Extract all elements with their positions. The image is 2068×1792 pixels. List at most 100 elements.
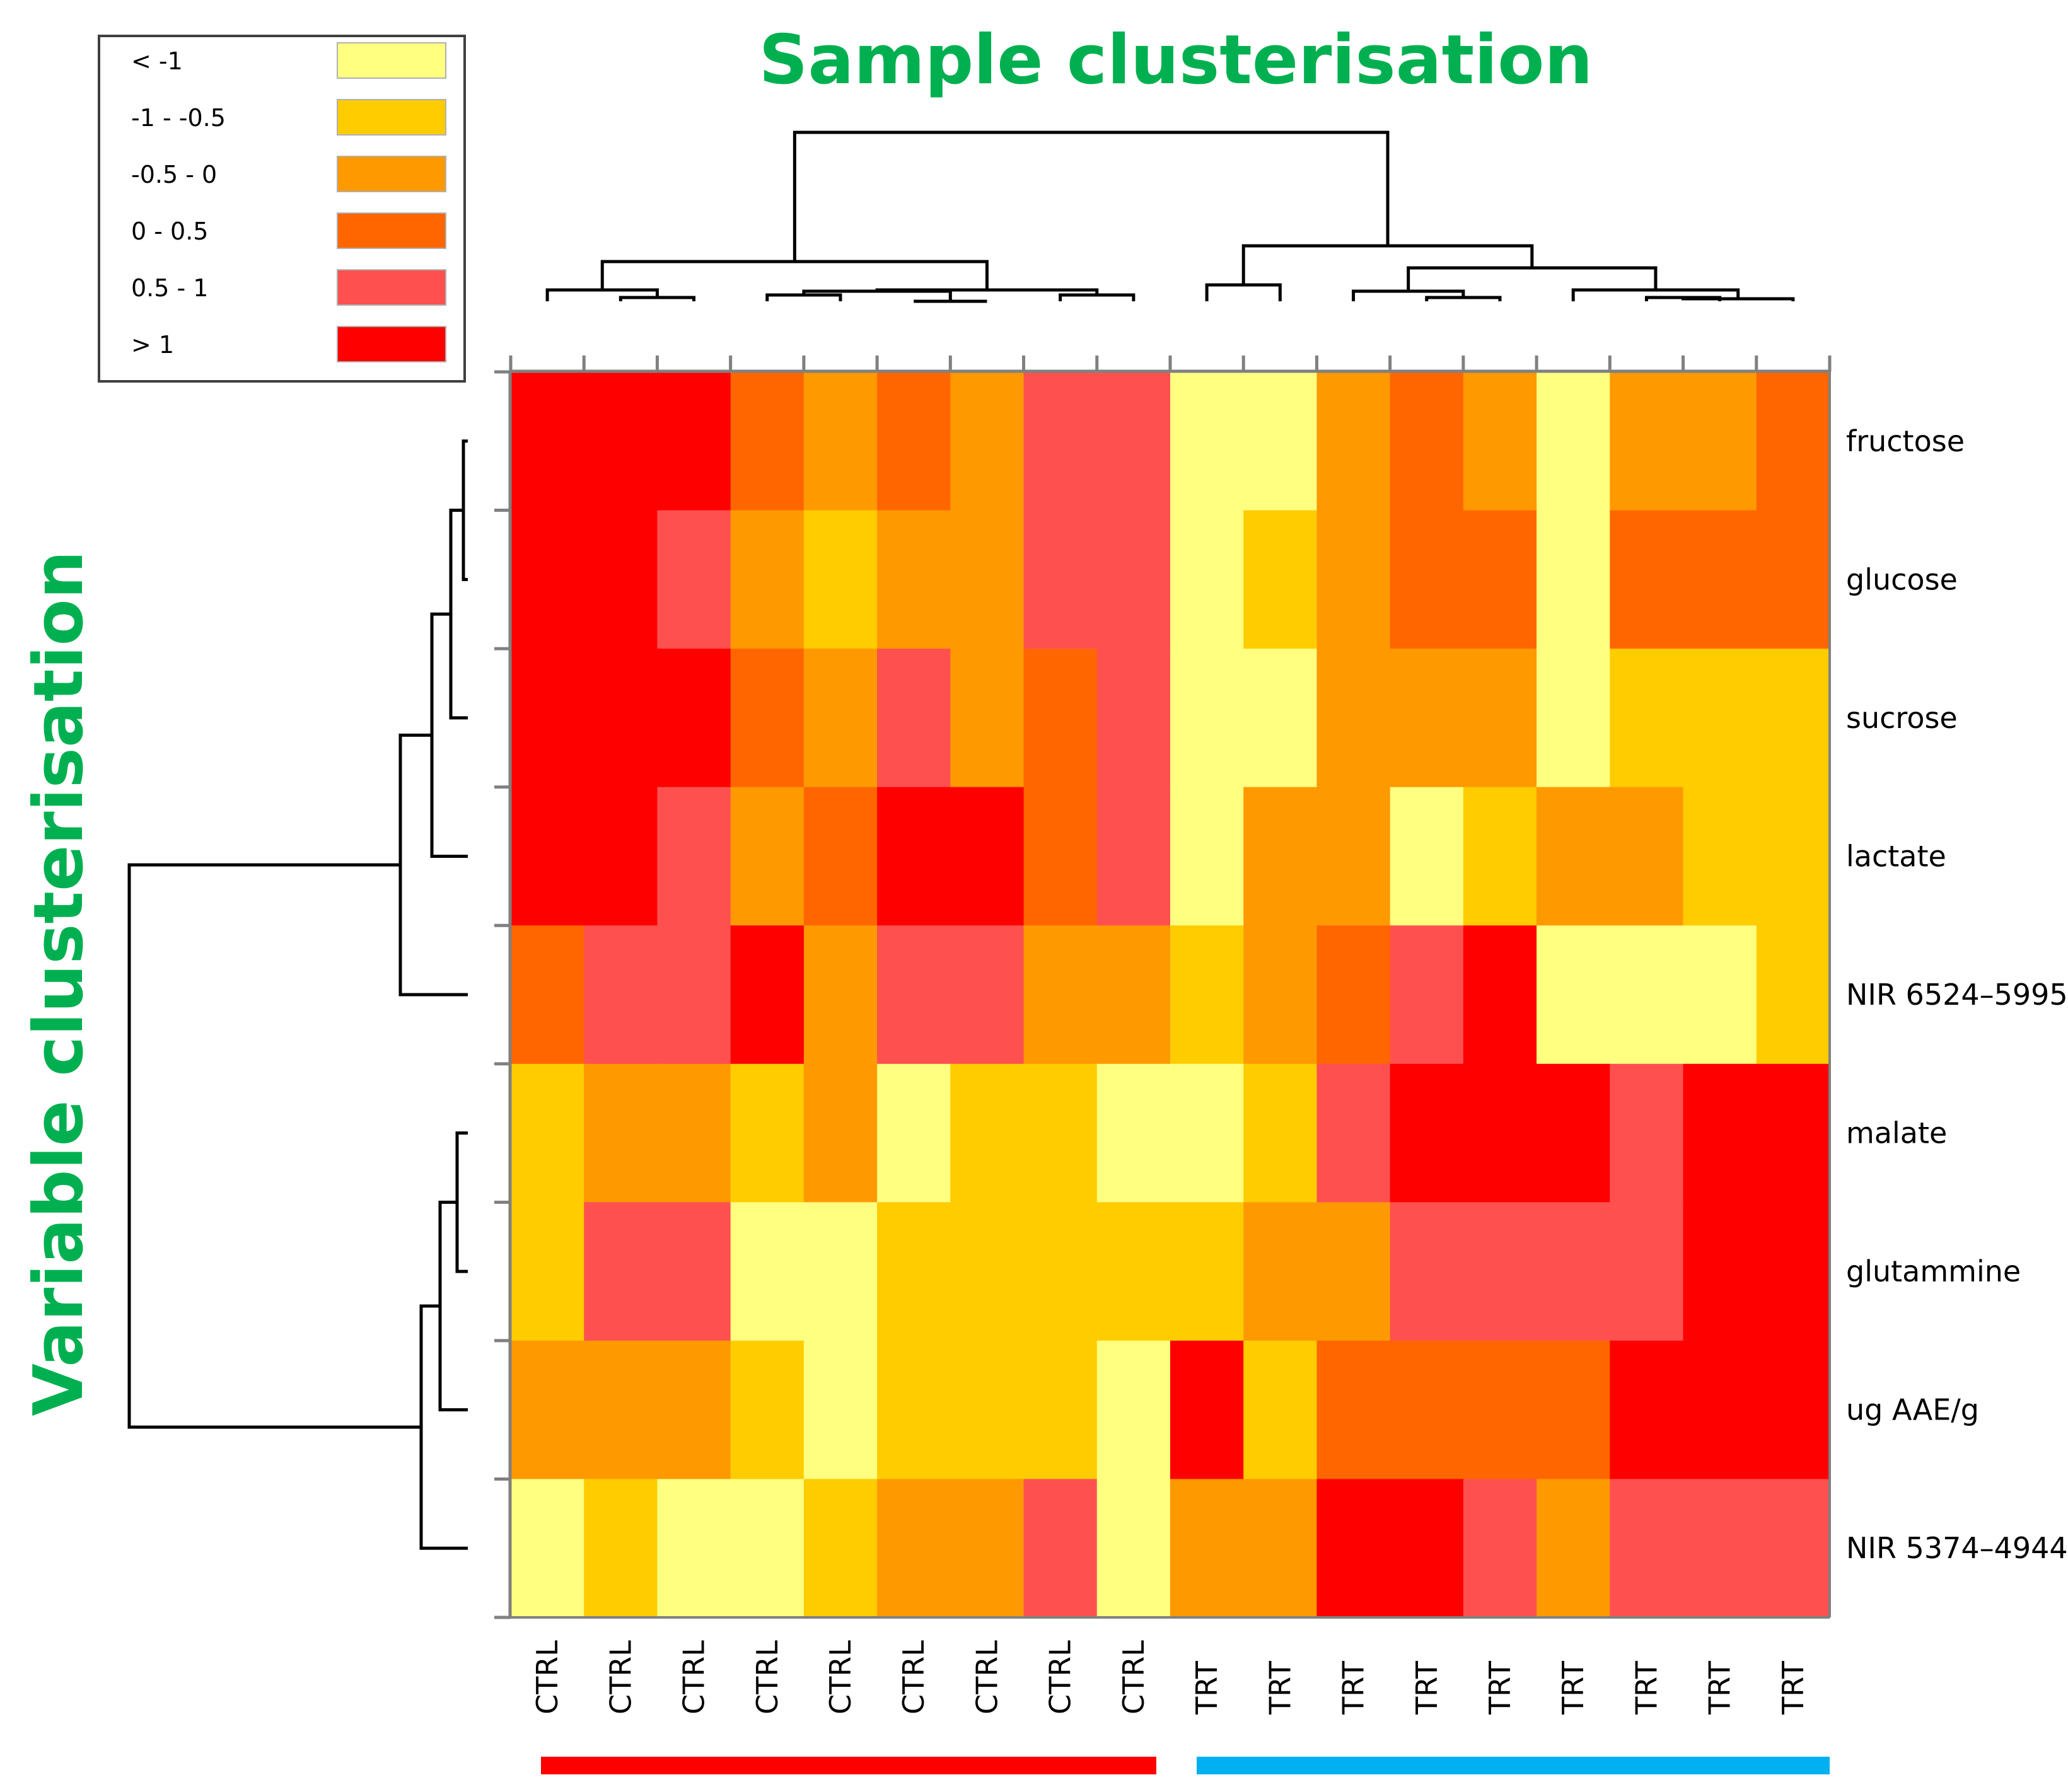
- heatmap-cell: [730, 787, 805, 926]
- heatmap-cell: [1683, 1063, 1757, 1203]
- column-label: TRT: [1337, 1660, 1371, 1715]
- heatmap-cell: [1023, 1340, 1098, 1480]
- heatmap-cell: [877, 925, 951, 1065]
- column-label: TRT: [1190, 1660, 1224, 1715]
- heatmap-cell: [1096, 372, 1171, 511]
- row-label: sucrose: [1846, 701, 1958, 735]
- heatmap-cell: [1316, 1063, 1391, 1203]
- heatmap-cell: [950, 925, 1025, 1065]
- heatmap-cell: [511, 787, 584, 926]
- heatmap-cell: [511, 925, 584, 1065]
- row-label: NIR 5374–4944: [1846, 1531, 2068, 1565]
- heatmap-cell: [1096, 1063, 1171, 1203]
- heatmap-cell: [1390, 649, 1464, 788]
- heatmap-cell: [584, 1340, 658, 1480]
- heatmap-cell: [657, 372, 731, 511]
- heatmap-cell: [1756, 1063, 1830, 1203]
- heatmap-cell: [657, 510, 731, 649]
- group-bars: [541, 1757, 1830, 1774]
- column-label: TRT: [1556, 1660, 1590, 1715]
- group-bar-ctrl: [541, 1757, 1156, 1774]
- heatmap-cell: [1243, 372, 1318, 511]
- heatmap-cell: [1390, 1063, 1464, 1203]
- heatmap-cell: [803, 649, 878, 788]
- heatmap-cell: [877, 1340, 951, 1480]
- row-label: ug AAE/g: [1846, 1393, 1979, 1427]
- heatmap-cell: [950, 787, 1025, 926]
- legend-swatch: [337, 156, 446, 192]
- heatmap-cell: [1390, 1340, 1464, 1480]
- heatmap-cell: [1023, 925, 1098, 1065]
- heatmap-cell: [877, 1479, 951, 1618]
- heatmap-cell: [1610, 925, 1684, 1065]
- heatmap-cell: [511, 1063, 584, 1203]
- heatmap-cell: [1023, 510, 1098, 649]
- column-label: TRT: [1410, 1660, 1444, 1715]
- heatmap-cell: [1170, 1479, 1244, 1618]
- heatmap-cell: [511, 1202, 584, 1341]
- heatmap-cell: [1023, 649, 1098, 788]
- heatmap-cell: [511, 1479, 584, 1618]
- heatmap-cell: [584, 1063, 658, 1203]
- heatmap-cell: [1243, 649, 1318, 788]
- heatmap-cell: [1683, 649, 1757, 788]
- heatmap-cell: [950, 1479, 1025, 1618]
- heatmap-cell: [1610, 510, 1684, 649]
- legend-label: 0 - 0.5: [131, 217, 208, 245]
- heatmap-cell: [1536, 372, 1610, 511]
- heatmap-cell: [803, 372, 878, 511]
- row-dendrogram: [127, 439, 468, 1550]
- heatmap-cell: [730, 1340, 805, 1480]
- heatmap-cell: [1390, 925, 1464, 1065]
- heatmap-cell: [1463, 925, 1537, 1065]
- heatmap-axes: [494, 356, 1832, 1619]
- heatmap-cell: [950, 372, 1025, 511]
- heatmap-cell: [1683, 787, 1757, 926]
- row-labels: fructose glucose sucrose lactate NIR 6524–59…: [1846, 424, 2068, 1565]
- legend-label: 0.5 - 1: [131, 274, 208, 302]
- heatmap-cell: [584, 649, 658, 788]
- heatmap-cell: [803, 1479, 878, 1618]
- row-label: glutammine: [1846, 1254, 2021, 1288]
- heatmap-cell: [584, 925, 658, 1065]
- heatmap-cell: [1316, 1340, 1391, 1480]
- heatmap-cell: [1243, 925, 1318, 1065]
- heatmap-cell: [950, 1063, 1025, 1203]
- row-dendrogram-link: [127, 863, 421, 1429]
- group-bar-trt: [1197, 1757, 1830, 1774]
- heatmap-cell: [657, 1063, 731, 1203]
- heatmap-cell: [1463, 1479, 1537, 1618]
- legend-label: < -1: [131, 47, 183, 75]
- heatmap-cell: [877, 1202, 951, 1341]
- heatmap-cell: [1683, 1479, 1757, 1618]
- heatmap-cell: [1243, 510, 1318, 649]
- heatmap-cell: [1683, 1202, 1757, 1341]
- legend-swatch: [337, 42, 446, 79]
- column-label: TRT: [1776, 1660, 1810, 1715]
- legend-box: [98, 35, 466, 383]
- heatmap-cell: [803, 510, 878, 649]
- heatmap-cell: [1536, 1340, 1610, 1480]
- heatmap-cell: [1536, 510, 1610, 649]
- column-label: CTRL: [897, 1640, 931, 1714]
- heatmap-cell: [657, 649, 731, 788]
- row-label: lactate: [1846, 839, 1946, 873]
- legend-label: -1 - -0.5: [131, 104, 226, 132]
- heatmap-cell: [1683, 372, 1757, 511]
- heatmap-cell: [1316, 787, 1391, 926]
- column-label: TRT: [1483, 1660, 1517, 1715]
- column-dendrogram: [545, 130, 1795, 303]
- heatmap-cell: [1536, 1202, 1610, 1341]
- heatmap-cell: [584, 510, 658, 649]
- column-dendrogram-link: [793, 130, 1390, 262]
- heatmap-cell: [1683, 510, 1757, 649]
- heatmap-cell: [730, 1063, 805, 1203]
- heatmap-cell: [1536, 649, 1610, 788]
- heatmap-cell: [730, 372, 805, 511]
- heatmap-cell: [1316, 1479, 1391, 1618]
- column-label: CTRL: [1043, 1640, 1078, 1714]
- heatmap-cell: [1243, 1340, 1318, 1480]
- heatmap-cell: [877, 649, 951, 788]
- heatmap-cell: [1463, 1340, 1537, 1480]
